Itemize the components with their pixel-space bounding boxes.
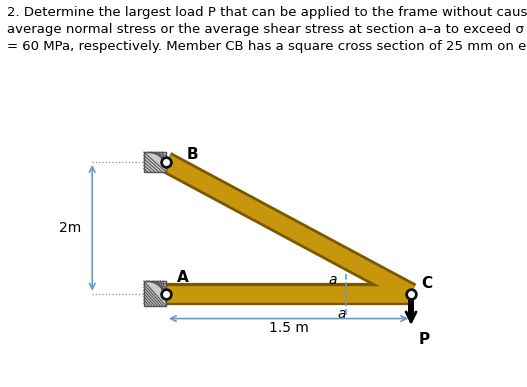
Text: a: a <box>337 307 346 321</box>
Text: P: P <box>419 332 430 347</box>
Text: C: C <box>422 276 433 291</box>
Text: 2. Determine the largest load P that can be applied to the frame without causing: 2. Determine the largest load P that can… <box>7 6 527 53</box>
Bar <box>408 294 414 317</box>
Text: 1.5 m: 1.5 m <box>269 321 309 335</box>
Bar <box>144 281 166 306</box>
Text: 2m: 2m <box>60 221 82 235</box>
Text: A: A <box>177 270 188 285</box>
Text: B: B <box>187 147 199 162</box>
Bar <box>144 152 166 172</box>
Text: a: a <box>328 274 337 288</box>
